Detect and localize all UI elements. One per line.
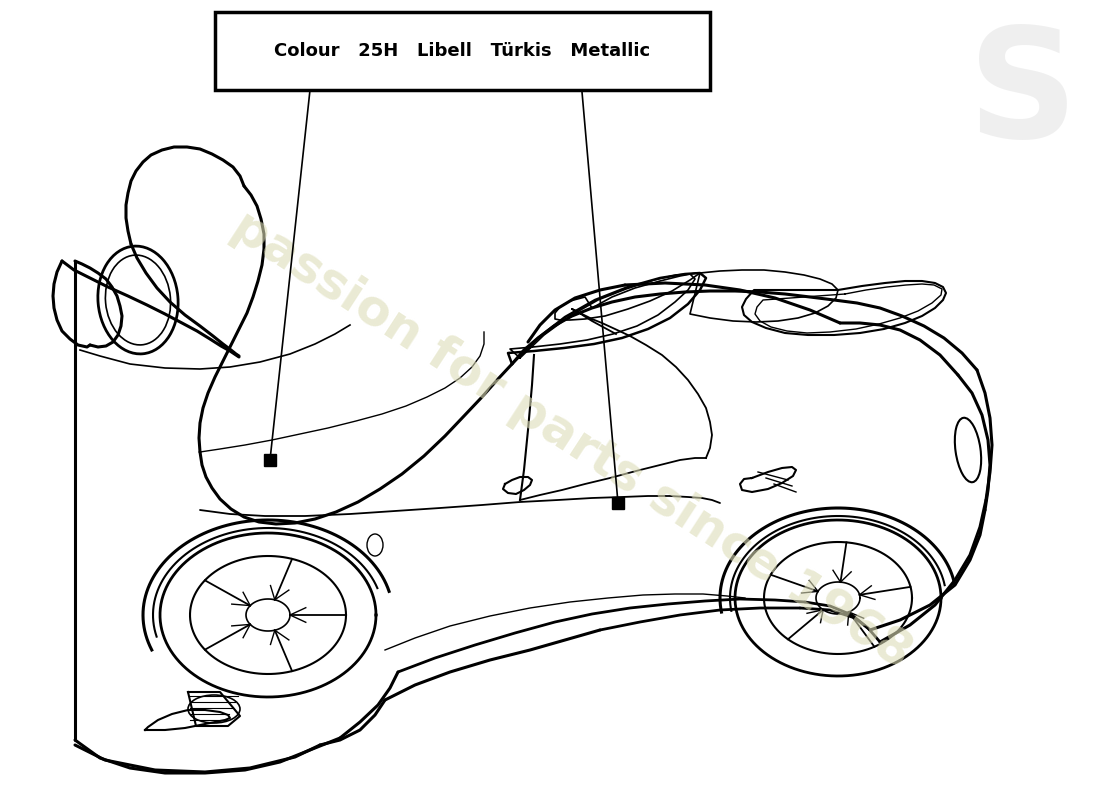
Text: passion for parts since 1968: passion for parts since 1968 xyxy=(223,202,921,678)
Bar xyxy=(264,454,276,466)
Bar xyxy=(612,497,624,509)
Text: Colour   25H   Libell   Türkis   Metallic: Colour 25H Libell Türkis Metallic xyxy=(274,42,650,60)
Text: S: S xyxy=(968,22,1078,170)
Bar xyxy=(214,12,710,90)
